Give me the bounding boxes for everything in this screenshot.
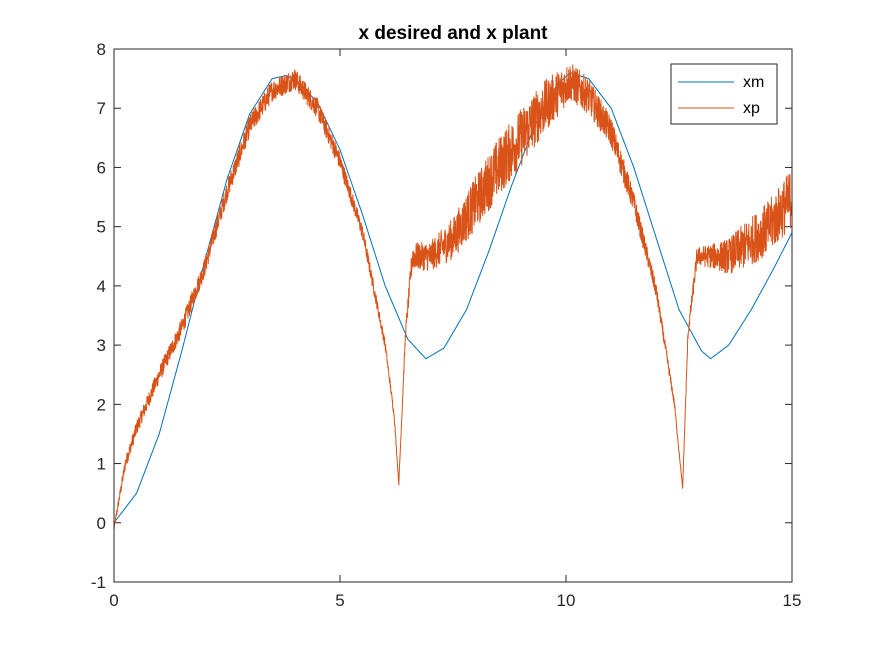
series-group <box>113 64 793 530</box>
y-tick-label: 6 <box>97 158 106 177</box>
series-line-xm <box>113 72 793 524</box>
chart-title: x desired and x plant <box>359 23 549 44</box>
y-tick-label: 3 <box>97 336 106 355</box>
y-tick-label: 7 <box>97 99 106 118</box>
x-tick-label: 15 <box>783 591 802 610</box>
y-tick-label: 8 <box>97 40 106 59</box>
x-tick-label: 10 <box>557 591 576 610</box>
y-tick-label: -1 <box>91 573 106 592</box>
y-tick-label: 0 <box>97 514 106 533</box>
y-tick-label: 5 <box>97 218 106 237</box>
y-tick-label: 4 <box>97 277 106 296</box>
legend-label-xp: xp <box>743 100 760 117</box>
y-tick-label: 2 <box>97 395 106 414</box>
legend: xm xp <box>670 63 778 125</box>
plot-area-frame <box>113 48 793 583</box>
legend-box <box>670 63 778 125</box>
y-tick-label: 1 <box>97 455 106 474</box>
legend-label-xm: xm <box>743 74 764 91</box>
series-line-xp <box>113 64 793 530</box>
x-tick-label: 0 <box>109 591 118 610</box>
x-tick-label: 5 <box>335 591 344 610</box>
